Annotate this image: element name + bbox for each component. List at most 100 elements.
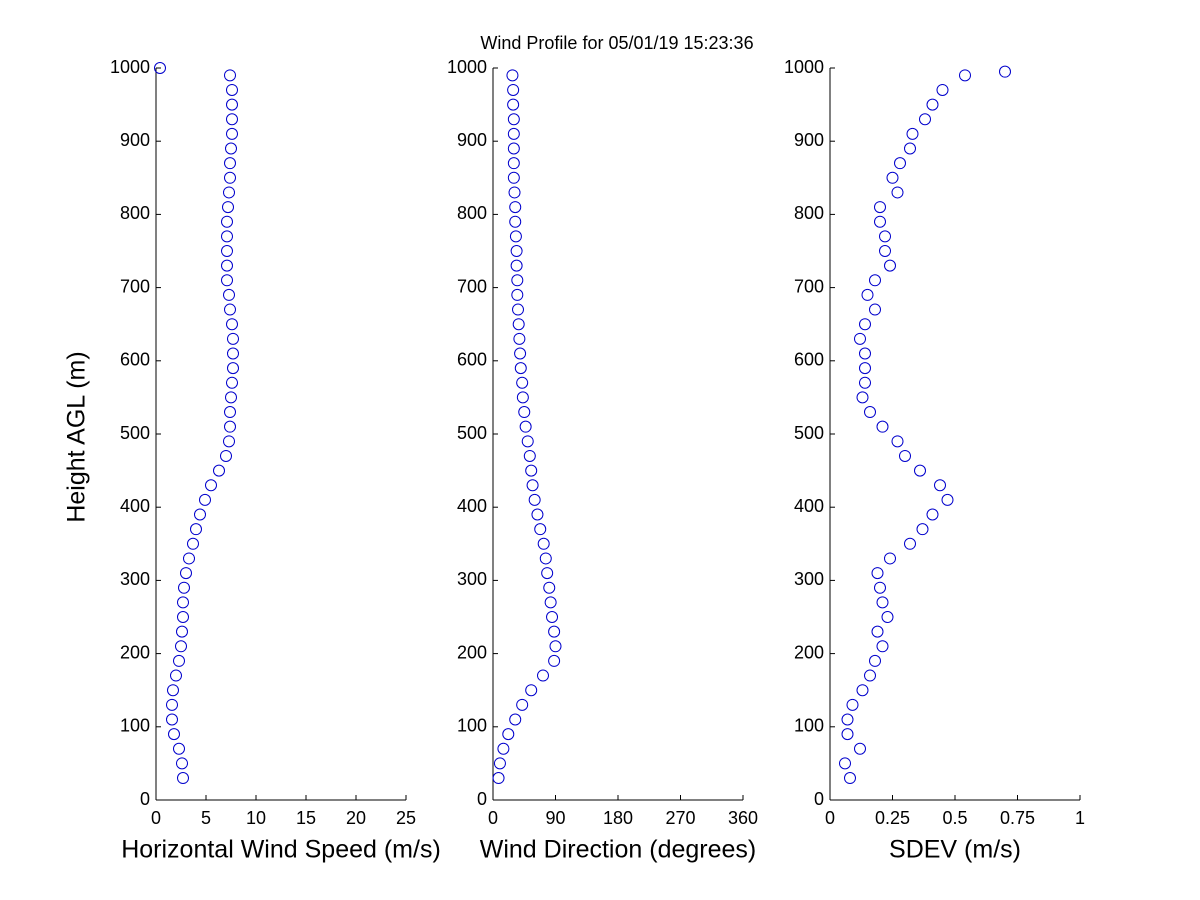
point bbox=[227, 347, 239, 360]
point bbox=[859, 318, 871, 331]
point bbox=[199, 493, 211, 506]
point bbox=[941, 493, 954, 506]
y-tick-label: 100 bbox=[120, 716, 150, 736]
point bbox=[869, 654, 881, 667]
point bbox=[884, 552, 896, 565]
y-tick-label: 600 bbox=[794, 350, 824, 370]
point bbox=[168, 728, 180, 741]
point bbox=[528, 493, 541, 506]
point bbox=[519, 420, 532, 433]
point bbox=[225, 142, 237, 155]
point bbox=[226, 98, 238, 111]
point bbox=[173, 742, 185, 755]
point bbox=[507, 142, 520, 155]
point bbox=[221, 245, 233, 257]
point bbox=[226, 318, 238, 331]
point bbox=[178, 581, 190, 594]
point bbox=[523, 449, 536, 462]
point bbox=[894, 157, 906, 170]
y-tick-label: 300 bbox=[120, 569, 150, 589]
point bbox=[221, 274, 233, 287]
point bbox=[854, 332, 866, 345]
point bbox=[194, 508, 206, 521]
x-tick-label: 90 bbox=[545, 808, 565, 828]
point bbox=[544, 596, 557, 609]
point bbox=[226, 376, 238, 389]
point bbox=[224, 303, 236, 316]
point bbox=[926, 508, 939, 521]
y-tick-label: 900 bbox=[457, 130, 487, 150]
point bbox=[846, 698, 859, 711]
point bbox=[891, 186, 904, 199]
point bbox=[513, 332, 526, 345]
y-tick-label: 800 bbox=[120, 203, 150, 223]
point bbox=[507, 98, 520, 111]
x-tick-label: 270 bbox=[665, 808, 695, 828]
x-tick-label: 0.5 bbox=[942, 808, 967, 828]
point bbox=[539, 552, 552, 565]
point bbox=[510, 245, 523, 257]
point bbox=[507, 157, 520, 170]
point bbox=[493, 757, 506, 770]
point bbox=[959, 69, 971, 82]
x-axis-label: SDEV (m/s) bbox=[889, 836, 1021, 864]
x-tick-label: 0 bbox=[488, 808, 498, 828]
point bbox=[839, 757, 851, 770]
point bbox=[859, 362, 871, 375]
point bbox=[177, 611, 189, 623]
x-tick-label: 1 bbox=[1075, 808, 1085, 828]
point bbox=[869, 303, 881, 316]
y-tick-label: 1000 bbox=[784, 57, 824, 77]
point bbox=[222, 201, 234, 214]
point bbox=[859, 347, 871, 360]
x-tick-label: 360 bbox=[728, 808, 758, 828]
x-tick-label: 25 bbox=[396, 808, 416, 828]
y-tick-label: 800 bbox=[794, 203, 824, 223]
point bbox=[534, 523, 547, 536]
point bbox=[914, 464, 926, 477]
y-tick-label: 900 bbox=[794, 130, 824, 150]
x-tick-label: 0 bbox=[151, 808, 161, 828]
point bbox=[227, 362, 239, 375]
y-tick-label: 600 bbox=[120, 350, 150, 370]
point bbox=[516, 391, 529, 404]
point bbox=[173, 654, 185, 667]
point bbox=[516, 376, 529, 389]
point bbox=[170, 669, 182, 682]
point bbox=[166, 698, 178, 711]
point bbox=[871, 625, 884, 638]
y-tick-label: 900 bbox=[120, 130, 150, 150]
x-axis-label: Horizontal Wind Speed (m/s) bbox=[121, 836, 441, 864]
point bbox=[509, 215, 522, 228]
point bbox=[891, 435, 904, 448]
point bbox=[869, 274, 881, 287]
y-tick-label: 200 bbox=[457, 642, 487, 662]
point bbox=[183, 552, 195, 565]
point bbox=[886, 171, 899, 184]
point bbox=[919, 113, 931, 126]
y-tick-label: 700 bbox=[120, 276, 150, 296]
y-tick-label: 600 bbox=[457, 350, 487, 370]
point bbox=[856, 684, 869, 697]
y-tick-label: 800 bbox=[457, 203, 487, 223]
point bbox=[497, 742, 510, 755]
point bbox=[226, 127, 238, 140]
point bbox=[856, 391, 869, 404]
point bbox=[224, 157, 236, 170]
point bbox=[936, 83, 949, 96]
y-tick-label: 100 bbox=[794, 716, 824, 736]
point bbox=[881, 611, 894, 623]
point bbox=[226, 113, 238, 126]
point bbox=[176, 625, 188, 638]
point bbox=[154, 62, 166, 74]
point bbox=[514, 347, 527, 360]
point bbox=[509, 713, 522, 726]
point bbox=[926, 98, 939, 111]
point bbox=[861, 288, 874, 301]
point bbox=[526, 479, 539, 492]
x-tick-label: 0.25 bbox=[875, 808, 910, 828]
point bbox=[871, 567, 884, 580]
point bbox=[507, 171, 520, 184]
